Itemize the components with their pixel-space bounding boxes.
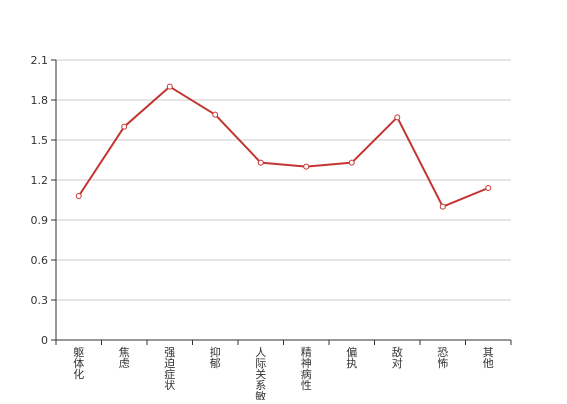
x-tick-label: 抑郁 xyxy=(210,345,221,370)
y-tick-label: 0.3 xyxy=(31,294,49,307)
x-tick-label: 人际关系敏感 xyxy=(255,346,266,400)
y-tick-label: 2.1 xyxy=(31,54,49,67)
data-point xyxy=(485,185,492,191)
y-tick-label: 1.2 xyxy=(31,174,49,187)
x-tick-label: 强迫症状 xyxy=(164,346,175,392)
data-point xyxy=(75,193,82,199)
data-point xyxy=(348,159,355,166)
x-tick-label: 恐怖 xyxy=(437,346,448,370)
y-axis-tick-labels: 0 0.3 0.6 0.9 1.2 1.5 1.8 2.1 xyxy=(31,54,49,347)
y-tick-label: 1.5 xyxy=(31,134,49,147)
y-tick-label: 0.9 xyxy=(31,214,49,227)
x-tick-label: 敌对 xyxy=(392,345,403,370)
x-tick-label: 其他 xyxy=(483,346,494,370)
data-point xyxy=(166,83,173,90)
x-tick-label: 精神病性 xyxy=(301,346,312,392)
data-point xyxy=(257,159,264,166)
y-tick-label: 0 xyxy=(41,334,48,347)
grid-lines xyxy=(56,59,511,301)
data-point xyxy=(212,111,219,118)
y-tick-label: 0.6 xyxy=(31,254,49,267)
y-tick-label: 1.8 xyxy=(31,94,49,107)
series-line xyxy=(77,85,489,208)
data-point xyxy=(394,114,401,121)
data-point xyxy=(121,123,128,130)
data-point xyxy=(439,203,446,210)
x-axis-tick-labels: 躯体化 焦虑 强迫症状 抑郁 人际关系敏感 精神病性 偏执 敌对 恐怖 其他 xyxy=(73,345,494,404)
x-tick-label: 焦虑 xyxy=(119,346,130,370)
x-tick-label: 躯体化 xyxy=(73,346,84,381)
data-point xyxy=(303,163,310,170)
series-layer xyxy=(75,83,492,210)
x-tick-label: 偏执 xyxy=(346,345,357,370)
axes xyxy=(51,59,512,345)
